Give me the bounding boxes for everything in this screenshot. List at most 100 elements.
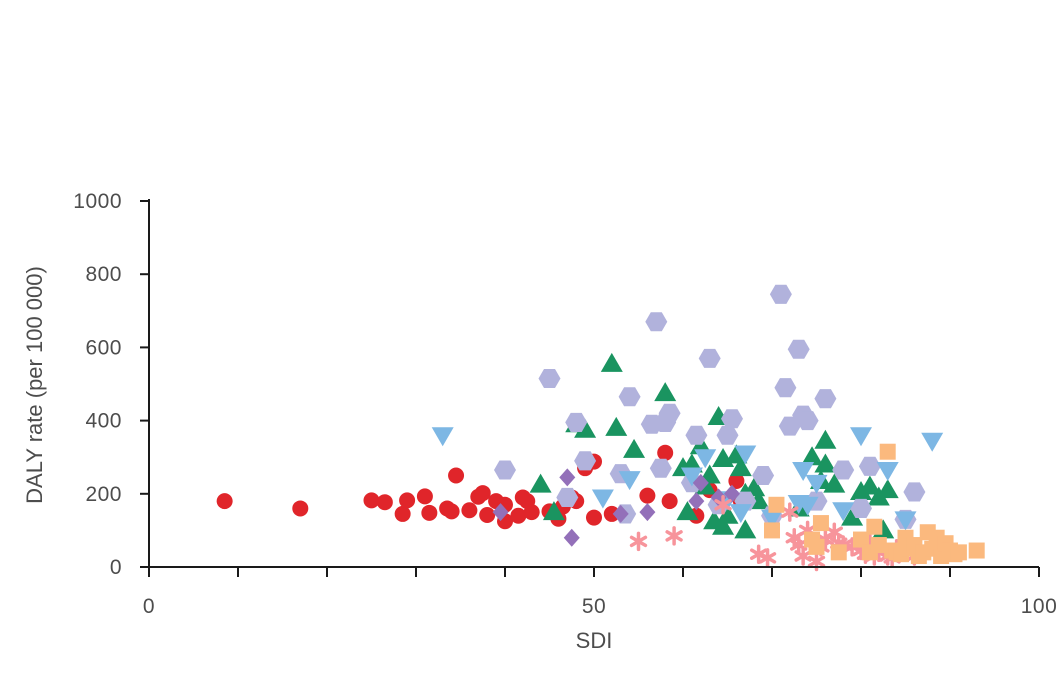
data-point-circle <box>448 467 465 484</box>
data-point-hexagon <box>685 425 708 445</box>
data-point-triangle-up <box>654 382 677 402</box>
data-point-triangle-down <box>431 427 454 447</box>
x-tick-label: 100 <box>1021 595 1058 618</box>
data-point-triangle-up <box>600 352 623 372</box>
data-point-circle <box>416 488 433 505</box>
x-tick-label: 50 <box>582 595 606 618</box>
y-axis-tick-labels: 0 200 400 600 800 1000 <box>73 190 122 579</box>
data-point-triangle-up <box>529 473 552 493</box>
data-point-hexagon <box>787 339 810 359</box>
data-point-triangle-up <box>876 479 899 499</box>
data-point-circle <box>394 505 411 522</box>
data-point-triangle-down <box>796 496 819 516</box>
data-point-hexagon <box>538 369 561 388</box>
data-point-triangle-up <box>542 501 565 521</box>
x-axis-ticks <box>148 567 1040 577</box>
data-point-hexagon <box>832 460 855 480</box>
data-point-circle <box>603 505 620 522</box>
data-point-circle <box>728 472 745 489</box>
data-point-triangle-down <box>850 427 872 447</box>
data-point-hexagon <box>565 412 588 432</box>
data-point-hexagon <box>645 312 668 332</box>
data-point-triangle-down <box>618 471 641 491</box>
data-point-circle <box>461 502 478 519</box>
data-point-circle <box>292 500 309 517</box>
y-axis-title: DALY rate (per 100 000) <box>22 266 47 504</box>
data-point-hexagon <box>769 284 792 304</box>
data-point-circle <box>474 485 491 502</box>
data-point-triangle-down <box>894 511 917 531</box>
data-point-square <box>764 522 780 539</box>
data-point-triangle-up <box>801 446 824 466</box>
data-point-hexagon <box>494 460 516 480</box>
data-point-circle <box>661 493 678 510</box>
data-point-circle <box>586 509 602 526</box>
data-point-square <box>808 538 825 555</box>
y-tick-label: 400 <box>85 410 122 433</box>
data-point-triangle-down <box>792 462 815 482</box>
y-tick-label: 200 <box>85 483 122 506</box>
data-point-circle <box>216 493 233 510</box>
data-point-circle <box>421 504 438 521</box>
data-point-triangle-down <box>734 445 757 465</box>
data-point-triangle-down <box>680 467 703 487</box>
data-point-circle <box>363 492 380 509</box>
data-point-triangle-up <box>858 475 881 495</box>
data-point-triangle-up <box>814 453 837 473</box>
data-point-asterisk <box>758 548 777 568</box>
data-point-diamond <box>563 528 580 547</box>
data-point-circle <box>479 507 496 524</box>
data-point-triangle-up <box>841 506 864 526</box>
data-point-hexagon <box>698 348 721 368</box>
y-tick-label: 800 <box>85 263 122 286</box>
data-point-circle <box>639 487 656 504</box>
data-point-triangle-up <box>729 457 752 477</box>
data-point-triangle-up <box>574 418 597 438</box>
y-tick-label: 600 <box>85 336 122 359</box>
data-point-hexagon <box>850 498 872 518</box>
data-point-diamond <box>492 503 509 522</box>
data-point-asterisk <box>714 495 732 515</box>
data-point-asterisk <box>781 502 799 522</box>
data-point-hexagon <box>858 456 881 476</box>
data-point-hexagon <box>774 378 797 398</box>
data-point-triangle-up <box>716 504 739 524</box>
data-point-circle <box>443 503 460 520</box>
data-point-triangle-down <box>694 449 717 469</box>
data-point-diamond <box>612 504 629 523</box>
data-point-circle <box>510 507 527 524</box>
data-point-square <box>968 542 985 559</box>
data-point-hexagon <box>658 403 681 423</box>
data-point-hexagon <box>903 482 926 502</box>
data-point-asterisk <box>794 546 812 566</box>
data-point-hexagon <box>574 451 597 471</box>
data-point-square <box>768 496 785 513</box>
data-point-triangle-up <box>734 519 757 539</box>
data-point-triangle-up <box>823 473 846 493</box>
data-point-triangle-down <box>805 474 828 494</box>
x-tick-label: 0 <box>143 595 155 618</box>
data-point-triangle-down <box>921 432 944 452</box>
data-point-triangle-down <box>591 489 614 509</box>
x-axis-title: SDI <box>576 628 613 653</box>
data-point-circle <box>657 444 674 461</box>
data-point-diamond <box>559 468 576 487</box>
data-point-square <box>870 537 887 554</box>
y-axis-ticks <box>140 200 149 568</box>
data-point-triangle-up <box>605 416 628 436</box>
data-point-square <box>812 515 829 532</box>
data-point-diamond <box>639 503 656 522</box>
data-point-square <box>853 531 869 548</box>
data-point-square <box>830 544 847 561</box>
data-point-square <box>866 518 883 535</box>
data-point-triangle-down <box>761 509 783 529</box>
data-point-triangle-down <box>832 502 855 522</box>
data-point-asterisk <box>629 531 648 552</box>
data-point-circle <box>399 492 416 509</box>
data-point-triangle-up <box>623 438 646 458</box>
data-point-hexagon <box>721 409 743 429</box>
y-tick-label: 0 <box>110 556 122 579</box>
data-point-hexagon <box>778 416 801 436</box>
data-point-diamond <box>688 492 705 511</box>
